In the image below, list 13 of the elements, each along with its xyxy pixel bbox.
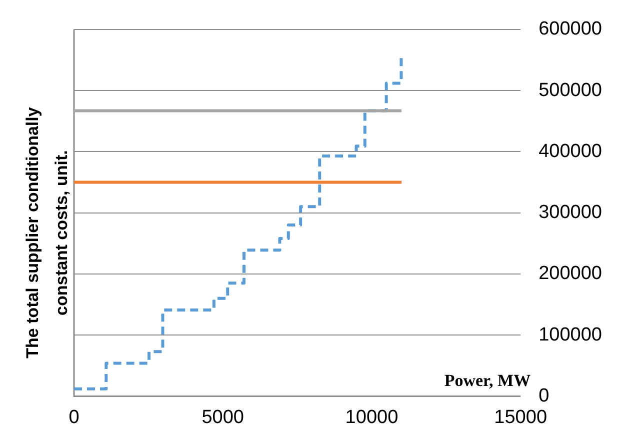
y-tick-label: 500000	[538, 80, 602, 101]
y-axis-title: The total supplier conditionally constant costs, unit.	[23, 106, 72, 358]
x-tick-label: 5000	[202, 406, 244, 428]
x-axis-title: Power, MW	[444, 371, 531, 390]
x-tick-label: 0	[68, 406, 80, 428]
y-tick-label: 300000	[538, 202, 602, 224]
y-tick-label: 600000	[538, 18, 602, 40]
x-tick-label: 10000	[345, 406, 398, 428]
y-tick-label: 200000	[538, 263, 602, 284]
y-tick-label: 100000	[538, 324, 602, 346]
y-tick-label: 400000	[538, 140, 602, 162]
y-tick-label: 0	[538, 385, 550, 406]
x-tick-label: 15000	[494, 406, 548, 428]
